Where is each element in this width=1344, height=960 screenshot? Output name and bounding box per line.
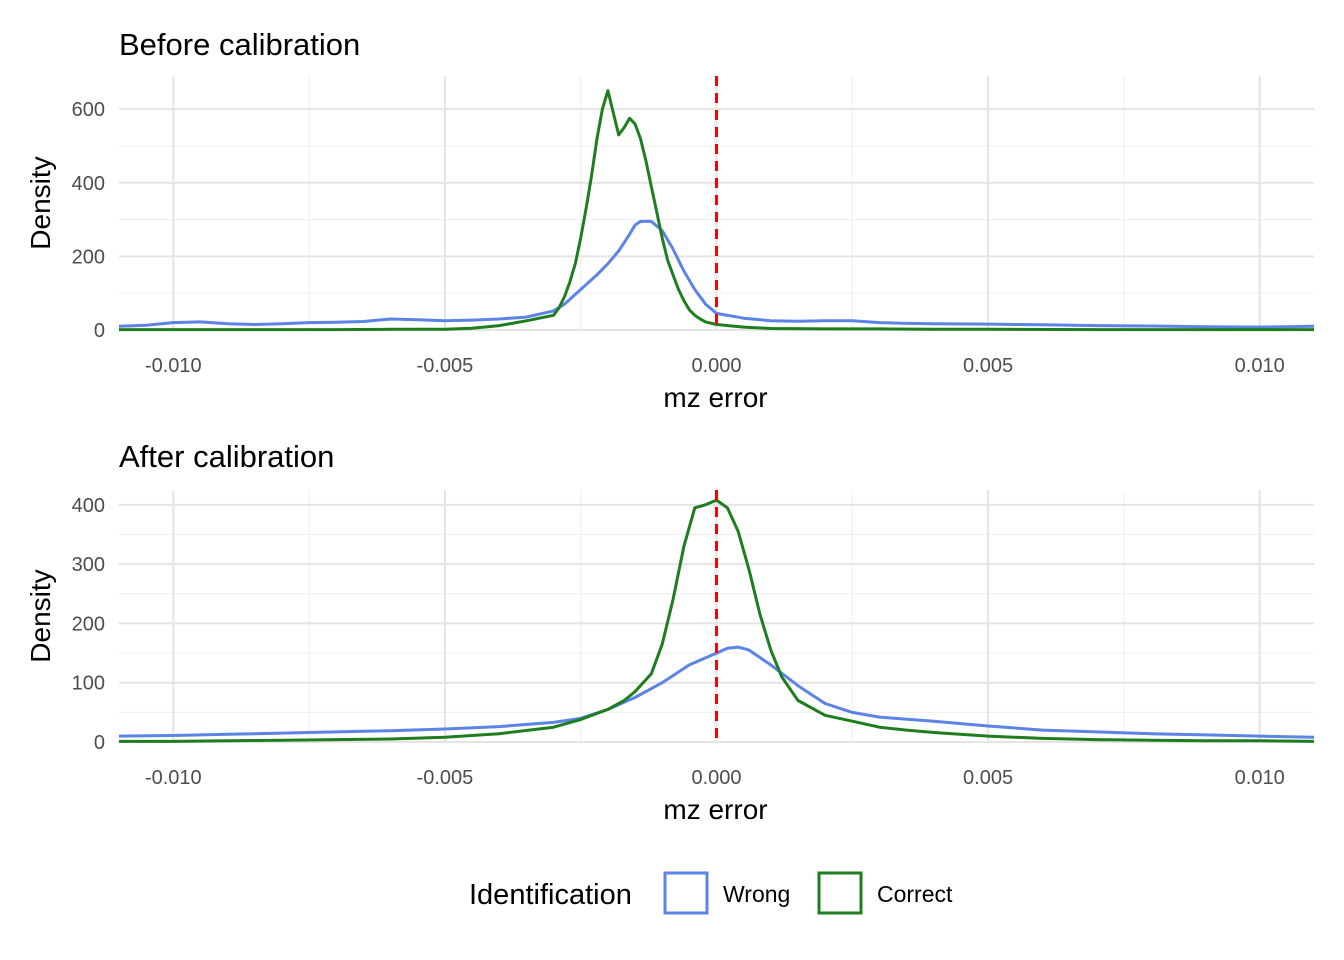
x-tick-label: 0.000 [691,355,741,377]
y-tick-label: 200 [72,246,105,268]
x-tick-label: -0.005 [417,355,474,377]
x-axis-title: mz error [663,794,767,825]
x-tick-label: 0.010 [1235,767,1285,789]
x-tick-label: -0.010 [145,767,202,789]
y-tick-label: 200 [72,613,105,635]
y-tick-label: 0 [94,732,105,754]
y-axis-title: Density [25,569,56,662]
x-tick-label: 0.010 [1235,355,1285,377]
x-tick-label: 0.005 [963,767,1013,789]
x-tick-label: 0.005 [963,355,1013,377]
panel-title: Before calibration [119,27,360,62]
panel-2: After calibration -0.010 -0.005 0.000 0.005 0… [25,439,1315,825]
y-axis-title: Density [25,156,56,249]
panel-title: After calibration [119,439,334,474]
y-tick-label: 600 [72,99,105,121]
series-line-wrong [118,645,1315,739]
legend-label-correct: Correct [877,881,953,907]
legend: Identification Wrong Correct [469,871,953,915]
series-line-correct [119,89,1314,332]
y-tick-label: 400 [72,495,105,517]
legend-key-wrong [663,871,709,915]
y-tick-label: 100 [72,673,105,695]
y-tick-label: 0 [94,320,105,342]
x-tick-label: 0.000 [691,767,741,789]
series-line-correct [119,498,1315,743]
legend-key-correct [817,871,863,915]
x-tick-label: -0.010 [145,355,202,377]
x-tick-label: -0.005 [417,767,474,789]
y-tick-label: 300 [72,554,105,576]
y-tick-label: 400 [72,173,105,195]
panel-1: Before calibration -0.010 -0.005 0.000 0.005… [25,27,1315,413]
series-line-wrong [118,219,1315,329]
x-axis-title: mz error [663,382,767,413]
legend-label-wrong: Wrong [723,881,790,907]
legend-title: Identification [469,879,632,911]
